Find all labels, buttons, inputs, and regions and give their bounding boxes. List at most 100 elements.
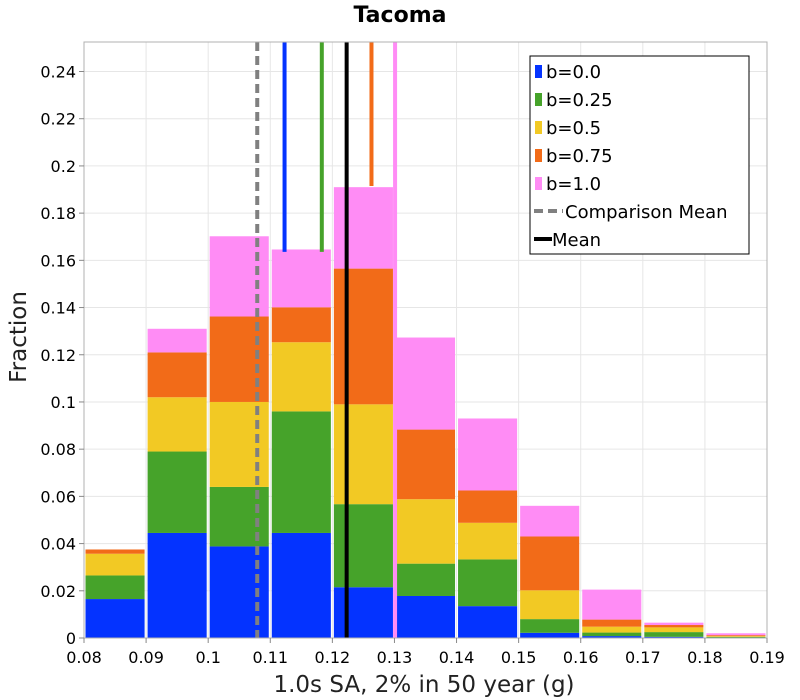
bar-b-0-75-bin-1 bbox=[147, 352, 207, 398]
y-axis-ticks: 0 0.02 0.04 0.06 0.08 0.1 0.12 0.14 0.16 0.18 0.2 0… bbox=[40, 63, 84, 648]
bar-b-0-5-bin-0 bbox=[85, 553, 145, 576]
bar-b-0-0-bin-0 bbox=[85, 599, 145, 638]
y-tick-label: 0.12 bbox=[40, 346, 76, 365]
x-tick-label: 0.11 bbox=[252, 648, 288, 667]
y-tick-label: 0.24 bbox=[40, 63, 76, 82]
bar-b-0-25-bin-0 bbox=[85, 575, 145, 600]
bar-b-0-25-bin-6 bbox=[458, 559, 518, 607]
bar-b-0-75-bin-2 bbox=[209, 316, 269, 402]
bar-b-0-5-bin-4 bbox=[333, 404, 393, 505]
bar-b-0-25-bin-8 bbox=[582, 632, 642, 637]
legend-label: b=0.0 bbox=[546, 62, 601, 83]
x-tick-label: 0.1 bbox=[195, 648, 220, 667]
legend-box bbox=[529, 55, 750, 255]
y-tick-label: 0.02 bbox=[40, 582, 76, 601]
bar-b-0-0-bin-1 bbox=[147, 532, 207, 638]
bar-b-0-0-bin-4 bbox=[333, 587, 393, 638]
x-tick-label: 0.08 bbox=[66, 648, 102, 667]
bar-b-0-75-bin-0 bbox=[85, 549, 145, 554]
x-tick-label: 0.18 bbox=[687, 648, 723, 667]
legend: b=0.0 b=0.25 b=0.5 b=0.75 b=1.0 Comparison Me… bbox=[529, 55, 750, 255]
legend-swatch bbox=[535, 93, 542, 106]
legend-label: b=0.25 bbox=[546, 90, 613, 111]
bar-b-1-0-bin-10 bbox=[706, 633, 766, 636]
bar-b-0-0-bin-5 bbox=[395, 595, 456, 638]
y-tick-label: 0.22 bbox=[40, 110, 76, 129]
x-tick-label: 0.12 bbox=[315, 648, 351, 667]
y-tick-label: 0.18 bbox=[40, 204, 76, 223]
legend-swatch bbox=[535, 65, 542, 78]
bar-b-1-0-bin-3 bbox=[271, 249, 331, 308]
bar-b-0-75-bin-6 bbox=[458, 490, 518, 523]
chart-title: Tacoma bbox=[354, 3, 447, 28]
legend-label: b=1.0 bbox=[546, 174, 601, 195]
bar-b-0-5-bin-8 bbox=[582, 626, 642, 633]
y-tick-label: 0.08 bbox=[40, 440, 76, 459]
y-tick-label: 0.06 bbox=[40, 487, 76, 506]
x-tick-label: 0.09 bbox=[128, 648, 164, 667]
bar-b-0-5-bin-10 bbox=[706, 636, 766, 637]
x-tick-label: 0.13 bbox=[377, 648, 413, 667]
bar-b-0-0-bin-9 bbox=[644, 636, 704, 638]
bar-b-0-75-bin-5 bbox=[395, 429, 456, 500]
y-tick-label: 0.16 bbox=[40, 251, 76, 270]
legend-swatch bbox=[535, 149, 542, 162]
bars bbox=[85, 187, 766, 638]
plot-frame bbox=[83, 41, 768, 639]
legend-label: b=0.5 bbox=[546, 118, 601, 139]
bar-b-0-75-bin-4 bbox=[333, 268, 393, 405]
bar-b-0-5-bin-9 bbox=[644, 627, 704, 633]
bar-b-0-5-bin-5 bbox=[395, 499, 456, 564]
bar-b-0-75-bin-10 bbox=[706, 635, 766, 637]
bar-b-0-5-bin-6 bbox=[458, 522, 518, 560]
mean-lines bbox=[255, 42, 398, 638]
bar-b-0-0-bin-7 bbox=[520, 632, 580, 638]
bar-b-0-25-bin-10 bbox=[706, 636, 766, 638]
x-tick-label: 0.19 bbox=[749, 648, 785, 667]
legend-label: Mean bbox=[552, 230, 601, 251]
bar-b-0-25-bin-2 bbox=[209, 486, 269, 547]
bar-b-0-5-bin-7 bbox=[520, 590, 580, 620]
bar-b-0-0-bin-8 bbox=[582, 636, 642, 638]
y-tick-label: 0 bbox=[66, 629, 76, 648]
legend-label: Comparison Mean bbox=[565, 202, 728, 223]
bar-b-0-5-bin-1 bbox=[147, 397, 207, 452]
x-axis-ticks: 0.08 0.09 0.1 0.11 0.12 0.13 0.14 0.15 0.16 0.17 0… bbox=[66, 638, 785, 667]
bar-b-0-25-bin-7 bbox=[520, 619, 580, 633]
bar-b-0-0-bin-6 bbox=[458, 606, 518, 638]
x-tick-label: 0.15 bbox=[501, 648, 537, 667]
bar-b-0-0-bin-3 bbox=[271, 532, 331, 638]
legend-swatch bbox=[535, 177, 542, 190]
legend-swatch bbox=[535, 121, 542, 134]
bar-b-1-0-bin-4 bbox=[333, 187, 393, 269]
bar-b-0-25-bin-9 bbox=[644, 632, 704, 637]
bar-b-0-75-bin-3 bbox=[271, 307, 331, 343]
bar-b-1-0-bin-9 bbox=[644, 622, 704, 626]
y-axis-label: Fraction bbox=[6, 291, 32, 383]
x-tick-label: 0.14 bbox=[439, 648, 475, 667]
bar-b-1-0-bin-8 bbox=[582, 589, 642, 620]
bar-b-0-0-bin-2 bbox=[209, 546, 269, 638]
y-tick-label: 0.1 bbox=[51, 393, 76, 412]
bar-b-0-25-bin-4 bbox=[333, 504, 393, 588]
legend-label: b=0.75 bbox=[546, 146, 613, 167]
bar-b-0-25-bin-3 bbox=[271, 411, 331, 533]
x-tick-label: 0.17 bbox=[625, 648, 661, 667]
y-tick-label: 0.14 bbox=[40, 299, 76, 318]
bar-b-0-75-bin-9 bbox=[644, 625, 704, 628]
bar-b-0-25-bin-1 bbox=[147, 451, 207, 533]
x-axis-label: 1.0s SA, 2% in 50 year (g) bbox=[273, 672, 574, 698]
bar-b-1-0-bin-1 bbox=[147, 328, 207, 353]
bar-b-1-0-bin-7 bbox=[520, 505, 580, 537]
bar-b-0-5-bin-2 bbox=[209, 401, 269, 487]
x-tick-label: 0.16 bbox=[563, 648, 599, 667]
bar-b-1-0-bin-5 bbox=[395, 337, 456, 430]
bar-b-1-0-bin-2 bbox=[209, 236, 269, 317]
bar-b-0-75-bin-7 bbox=[520, 536, 580, 591]
bar-b-1-0-bin-6 bbox=[458, 418, 518, 491]
bar-b-0-5-bin-3 bbox=[271, 342, 331, 412]
y-tick-label: 0.04 bbox=[40, 535, 76, 554]
bar-b-0-25-bin-5 bbox=[395, 563, 456, 596]
bar-b-0-75-bin-8 bbox=[582, 619, 642, 627]
